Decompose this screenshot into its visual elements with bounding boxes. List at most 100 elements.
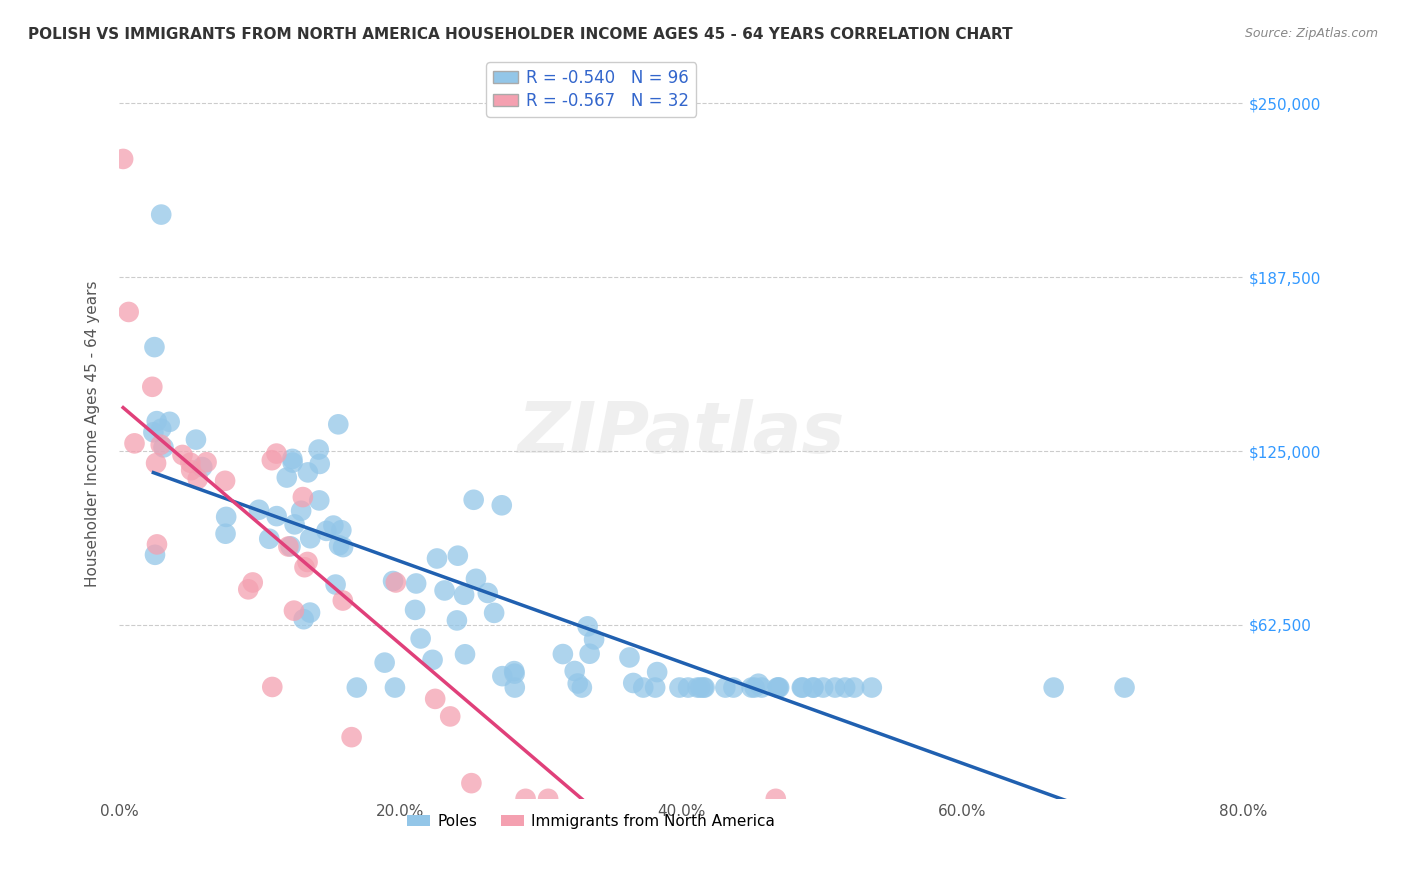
- Point: [503, 666, 526, 681]
- Point: [259, 532, 281, 546]
- Point: [330, 523, 353, 537]
- Point: [294, 560, 316, 574]
- Point: [340, 730, 363, 744]
- Point: [686, 681, 709, 695]
- Point: [644, 681, 666, 695]
- Point: [184, 433, 207, 447]
- Point: [447, 549, 470, 563]
- Point: [676, 681, 699, 695]
- Point: [515, 792, 537, 806]
- Point: [328, 538, 350, 552]
- Point: [576, 619, 599, 633]
- Point: [112, 152, 135, 166]
- Point: [374, 656, 396, 670]
- Point: [215, 509, 238, 524]
- Point: [482, 606, 505, 620]
- Point: [692, 681, 714, 695]
- Point: [765, 792, 787, 806]
- Point: [150, 422, 173, 436]
- Point: [242, 575, 264, 590]
- Point: [292, 612, 315, 626]
- Point: [465, 572, 488, 586]
- Point: [446, 614, 468, 628]
- Point: [291, 490, 314, 504]
- Point: [633, 681, 655, 695]
- Point: [645, 665, 668, 679]
- Point: [1114, 681, 1136, 695]
- Point: [578, 647, 600, 661]
- Y-axis label: Householder Income Ages 45 - 64 years: Householder Income Ages 45 - 64 years: [86, 280, 100, 587]
- Point: [571, 681, 593, 695]
- Point: [503, 664, 526, 678]
- Point: [280, 539, 302, 553]
- Point: [693, 681, 716, 695]
- Point: [619, 650, 641, 665]
- Point: [503, 681, 526, 695]
- Point: [277, 540, 299, 554]
- Point: [266, 509, 288, 524]
- Point: [145, 456, 167, 470]
- Point: [824, 681, 846, 695]
- Point: [714, 681, 737, 695]
- Point: [281, 451, 304, 466]
- Point: [460, 776, 482, 790]
- Point: [143, 548, 166, 562]
- Point: [315, 524, 337, 538]
- Point: [142, 425, 165, 440]
- Point: [290, 504, 312, 518]
- Point: [747, 677, 769, 691]
- Point: [283, 604, 305, 618]
- Point: [214, 526, 236, 541]
- Point: [723, 681, 745, 695]
- Point: [422, 653, 444, 667]
- Point: [803, 681, 825, 695]
- Point: [491, 498, 513, 512]
- Point: [150, 208, 173, 222]
- Point: [741, 681, 763, 695]
- Point: [668, 681, 690, 695]
- Point: [346, 681, 368, 695]
- Point: [299, 531, 322, 545]
- Text: POLISH VS IMMIGRANTS FROM NORTH AMERICA HOUSEHOLDER INCOME AGES 45 - 64 YEARS CO: POLISH VS IMMIGRANTS FROM NORTH AMERICA …: [28, 27, 1012, 42]
- Point: [792, 681, 814, 695]
- Point: [143, 340, 166, 354]
- Point: [689, 681, 711, 695]
- Point: [405, 576, 427, 591]
- Point: [382, 574, 405, 588]
- Point: [172, 448, 194, 462]
- Point: [308, 457, 330, 471]
- Point: [299, 606, 322, 620]
- Point: [463, 492, 485, 507]
- Point: [768, 681, 790, 695]
- Point: [238, 582, 260, 597]
- Point: [124, 436, 146, 450]
- Point: [409, 632, 432, 646]
- Legend: Poles, Immigrants from North America: Poles, Immigrants from North America: [401, 808, 782, 835]
- Point: [180, 463, 202, 477]
- Point: [149, 438, 172, 452]
- Point: [191, 460, 214, 475]
- Point: [439, 709, 461, 723]
- Text: ZIPatlas: ZIPatlas: [517, 400, 845, 468]
- Point: [385, 575, 408, 590]
- Point: [332, 540, 354, 554]
- Point: [621, 676, 644, 690]
- Point: [325, 577, 347, 591]
- Point: [260, 453, 283, 467]
- Point: [453, 588, 475, 602]
- Point: [118, 305, 141, 319]
- Point: [214, 474, 236, 488]
- Point: [860, 681, 883, 695]
- Point: [284, 517, 307, 532]
- Point: [262, 680, 284, 694]
- Point: [159, 415, 181, 429]
- Point: [308, 493, 330, 508]
- Point: [844, 681, 866, 695]
- Point: [328, 417, 350, 432]
- Point: [247, 502, 270, 516]
- Point: [751, 681, 773, 695]
- Point: [583, 632, 606, 647]
- Point: [801, 681, 824, 695]
- Point: [276, 470, 298, 484]
- Point: [454, 647, 477, 661]
